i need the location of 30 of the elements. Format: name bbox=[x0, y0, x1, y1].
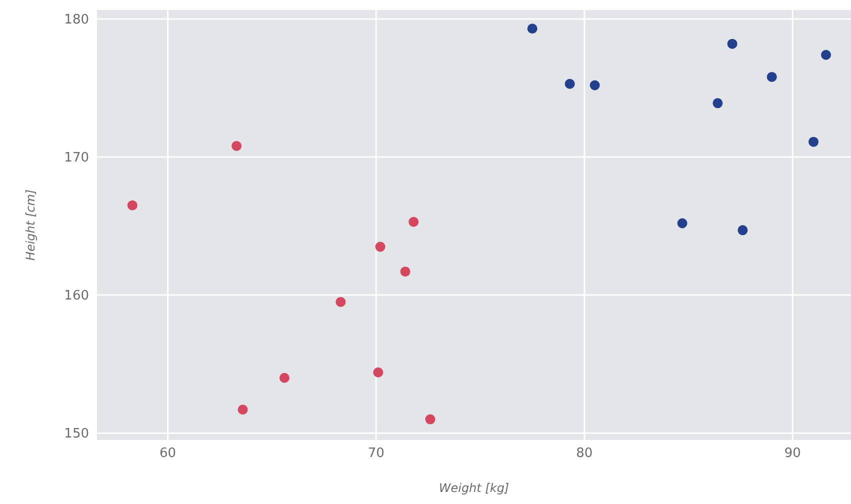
point bbox=[232, 140, 242, 151]
y-tick-label: 170 bbox=[64, 150, 89, 166]
point bbox=[727, 38, 738, 49]
y-tick-label: 160 bbox=[64, 288, 89, 304]
point bbox=[527, 24, 538, 34]
y-axis-title: Height [cm] bbox=[23, 189, 38, 261]
y-tick-label: 180 bbox=[64, 12, 89, 28]
x-axis-title: Weight [kg] bbox=[438, 481, 510, 495]
point bbox=[712, 98, 723, 108]
point bbox=[425, 414, 436, 424]
point bbox=[738, 225, 748, 236]
x-tick-label: 70 bbox=[368, 446, 384, 462]
point bbox=[808, 136, 819, 147]
point bbox=[336, 296, 346, 307]
point bbox=[766, 72, 777, 82]
point bbox=[375, 242, 386, 252]
point bbox=[238, 404, 248, 415]
x-tick-label: 80 bbox=[576, 446, 593, 462]
point bbox=[279, 372, 290, 383]
point bbox=[564, 78, 575, 89]
point bbox=[408, 216, 419, 227]
point bbox=[677, 218, 688, 228]
point bbox=[590, 80, 600, 90]
point bbox=[821, 50, 832, 60]
x-tick-label: 90 bbox=[784, 446, 801, 462]
point bbox=[373, 367, 384, 378]
point bbox=[127, 200, 138, 210]
x-tick-label: 60 bbox=[160, 446, 176, 462]
y-tick-label: 150 bbox=[64, 426, 89, 442]
point bbox=[400, 266, 410, 277]
